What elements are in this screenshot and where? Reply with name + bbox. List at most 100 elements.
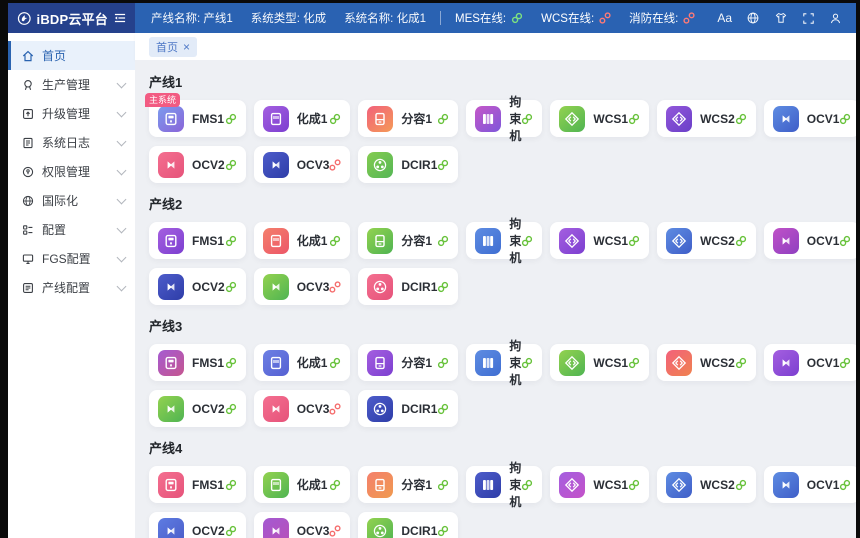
sidebar-item-lineconfig[interactable]: 产线配置 <box>8 273 135 302</box>
link-button[interactable] <box>628 113 640 125</box>
sidebar-item-home[interactable]: 首页 <box>8 41 135 70</box>
app-card[interactable]: 分容1 <box>358 222 459 259</box>
app-card[interactable]: OCV3 <box>253 512 351 538</box>
link-button[interactable] <box>329 235 341 247</box>
tab-home[interactable]: 首页 × <box>149 36 198 57</box>
link-button[interactable] <box>735 235 747 247</box>
sidebar-item-permission[interactable]: 权限管理 <box>8 157 135 186</box>
link-button[interactable] <box>225 281 237 293</box>
app-card[interactable]: WCS2 <box>657 222 756 259</box>
sidebar-item-log[interactable]: 系统日志 <box>8 128 135 157</box>
broken-link-button[interactable] <box>329 524 341 537</box>
broken-link-button[interactable] <box>329 158 341 171</box>
app-card[interactable]: WCS1 <box>550 222 650 259</box>
link-button[interactable] <box>628 479 640 491</box>
app-card[interactable]: FMS1 <box>149 222 246 259</box>
link-button[interactable] <box>735 479 747 491</box>
user-icon[interactable] <box>829 12 842 25</box>
link-button[interactable] <box>437 479 449 491</box>
language-globe-icon[interactable] <box>746 11 760 25</box>
app-card[interactable]: 拘束机 <box>466 339 543 387</box>
link-button[interactable] <box>839 113 851 125</box>
app-card[interactable]: OCV1 <box>763 222 856 259</box>
sidebar-item-config[interactable]: 配置 <box>8 215 135 244</box>
link-button[interactable] <box>329 113 341 125</box>
app-card[interactable]: 拘束机 <box>466 217 543 265</box>
app-card-label: WCS2 <box>700 355 735 370</box>
link-button[interactable] <box>735 113 747 125</box>
link-button[interactable] <box>839 235 851 247</box>
app-card[interactable]: 拘束机 <box>466 95 543 143</box>
link-button[interactable] <box>628 357 640 369</box>
app-card[interactable]: FMS1 <box>149 466 246 503</box>
app-card[interactable]: DCIR1 <box>358 390 459 427</box>
app-card[interactable]: 分容1 <box>358 344 459 381</box>
link-button[interactable] <box>437 235 449 247</box>
app-card[interactable]: 化成1 <box>253 100 351 137</box>
app-card[interactable]: WCS1 <box>550 344 650 381</box>
link-button[interactable] <box>839 357 851 369</box>
sidebar-item-upgrade[interactable]: 升级管理 <box>8 99 135 128</box>
link-button[interactable] <box>839 479 851 491</box>
link-button[interactable] <box>225 403 237 415</box>
link-button[interactable] <box>225 525 237 537</box>
app-card[interactable]: 化成1 <box>253 466 351 503</box>
link-button[interactable] <box>437 525 449 537</box>
app-card[interactable]: OCV1 <box>763 344 856 381</box>
theme-shirt-icon[interactable] <box>774 11 788 25</box>
link-button[interactable] <box>437 113 449 125</box>
app-card[interactable]: WCS2 <box>657 100 756 137</box>
sidebar-item-i18n[interactable]: 国际化 <box>8 186 135 215</box>
link-button[interactable] <box>521 479 533 491</box>
app-card[interactable]: WCS1 <box>550 100 650 137</box>
link-button[interactable] <box>521 235 533 247</box>
link-button[interactable] <box>437 281 449 293</box>
link-button[interactable] <box>225 479 237 491</box>
link-button[interactable] <box>437 357 449 369</box>
sidebar-item-production[interactable]: 生产管理 <box>8 70 135 99</box>
app-card[interactable]: DCIR1 <box>358 512 459 538</box>
link-button[interactable] <box>329 357 341 369</box>
chevron-down-icon <box>116 136 127 146</box>
app-card[interactable]: WCS2 <box>657 466 756 503</box>
app-card[interactable]: 拘束机 <box>466 461 543 509</box>
link-button[interactable] <box>521 357 533 369</box>
broken-link-button[interactable] <box>329 280 341 293</box>
app-card[interactable]: OCV2 <box>149 268 246 305</box>
font-size-button[interactable]: Aa <box>717 11 732 25</box>
app-card[interactable]: OCV2 <box>149 146 246 183</box>
app-card[interactable]: 化成1 <box>253 344 351 381</box>
fullscreen-icon[interactable] <box>802 12 815 25</box>
app-card[interactable]: 分容1 <box>358 100 459 137</box>
sidebar-item-fgs[interactable]: FGS配置 <box>8 244 135 273</box>
link-button[interactable] <box>225 357 237 369</box>
app-card[interactable]: OCV3 <box>253 146 351 183</box>
link-button[interactable] <box>735 357 747 369</box>
link-button[interactable] <box>437 159 449 171</box>
link-button[interactable] <box>329 479 341 491</box>
link-button[interactable] <box>628 235 640 247</box>
close-icon[interactable]: × <box>183 39 191 54</box>
link-button[interactable] <box>437 403 449 415</box>
app-card[interactable]: OCV2 <box>149 512 246 538</box>
app-card[interactable]: WCS2 <box>657 344 756 381</box>
app-card[interactable]: OCV1 <box>763 100 856 137</box>
app-card[interactable]: 主系统 FMS1 <box>145 93 246 137</box>
link-button[interactable] <box>225 159 237 171</box>
app-card[interactable]: 分容1 <box>358 466 459 503</box>
link-button[interactable] <box>225 113 237 125</box>
app-card[interactable]: DCIR1 <box>358 146 459 183</box>
app-card[interactable]: OCV1 <box>763 466 856 503</box>
app-card[interactable]: OCV3 <box>253 390 351 427</box>
ocv-icon <box>262 151 289 178</box>
app-card[interactable]: OCV3 <box>253 268 351 305</box>
link-button[interactable] <box>521 113 533 125</box>
app-card[interactable]: DCIR1 <box>358 268 459 305</box>
link-button[interactable] <box>225 235 237 247</box>
app-card[interactable]: OCV2 <box>149 390 246 427</box>
app-card[interactable]: 化成1 <box>253 222 351 259</box>
broken-link-button[interactable] <box>329 402 341 415</box>
app-card[interactable]: FMS1 <box>149 344 246 381</box>
collapse-menu-icon[interactable] <box>113 11 127 25</box>
app-card[interactable]: WCS1 <box>550 466 650 503</box>
